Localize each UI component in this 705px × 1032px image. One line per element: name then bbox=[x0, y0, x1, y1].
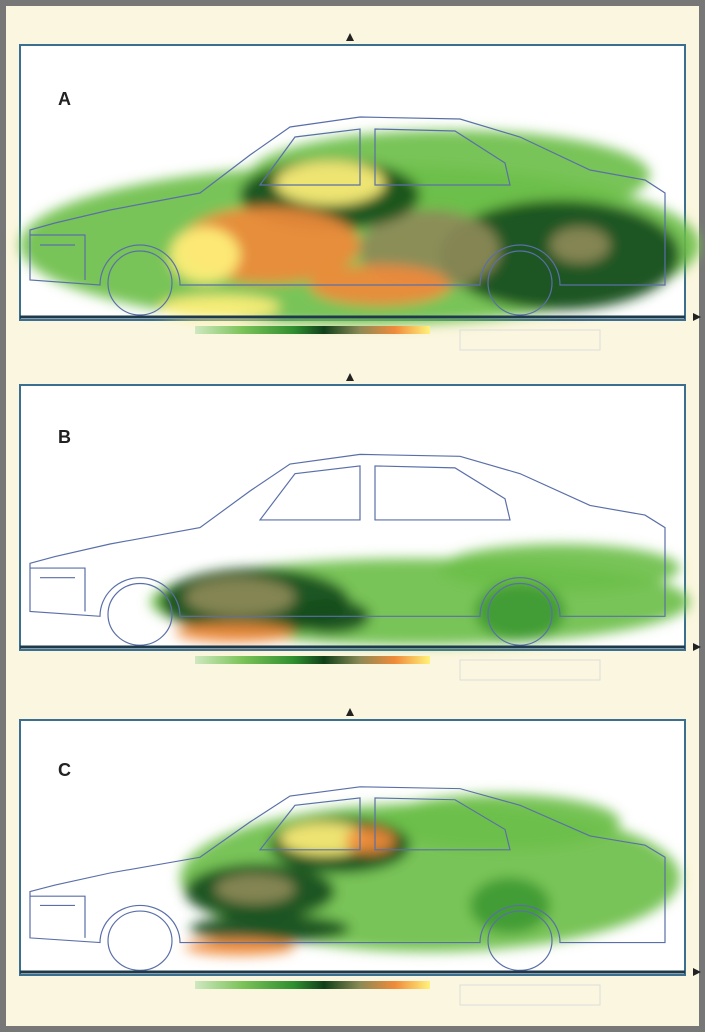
heat-blob bbox=[170, 227, 240, 283]
figure: A B C bbox=[0, 0, 705, 1032]
heat-blob bbox=[380, 794, 620, 850]
heat-blob bbox=[160, 295, 280, 319]
colorbar bbox=[195, 326, 430, 334]
panel: A bbox=[20, 33, 701, 350]
heat-blob bbox=[215, 874, 295, 904]
colorbar bbox=[195, 656, 430, 664]
colorbar bbox=[195, 981, 430, 989]
panel: C bbox=[20, 708, 701, 1005]
heat-blob bbox=[440, 544, 680, 592]
heat-blob bbox=[275, 161, 385, 205]
heat-blob bbox=[550, 227, 610, 263]
panel-label: B bbox=[58, 427, 71, 447]
heat-blob bbox=[175, 623, 295, 642]
heat-blob bbox=[185, 939, 295, 956]
panel-label: C bbox=[58, 760, 71, 780]
heat-blob bbox=[185, 578, 295, 617]
heat-blob bbox=[190, 915, 350, 943]
panel-label: A bbox=[58, 89, 71, 109]
heat-blob bbox=[470, 878, 550, 934]
panel: B bbox=[20, 373, 701, 680]
